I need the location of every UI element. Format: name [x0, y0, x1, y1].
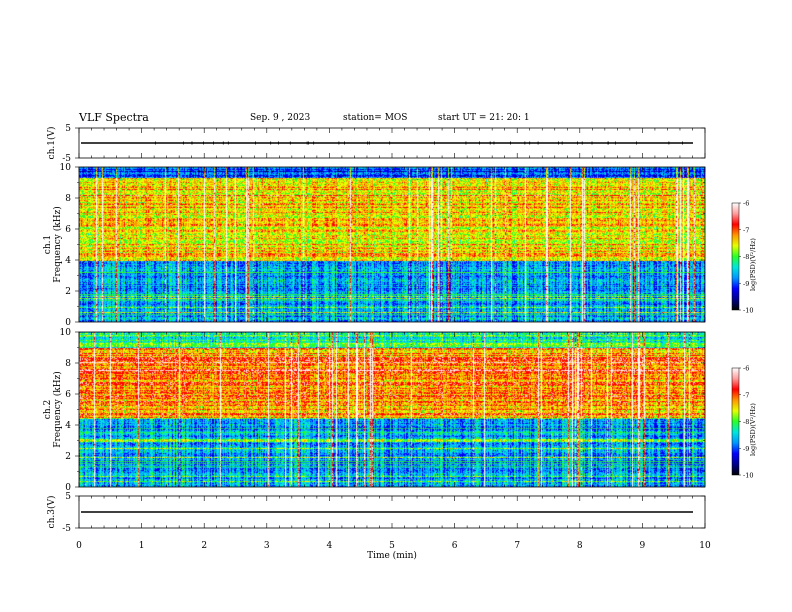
colorbar-tick-label: -10 [743, 307, 753, 315]
colorbar-tick-label: -9 [743, 445, 749, 453]
colorbar-tick-label: -7 [743, 226, 749, 234]
colorbar-tick-label: -8 [743, 418, 749, 426]
date-label: Sep. 9 , 2023 [250, 113, 311, 123]
spectrogram-ch1-spectrogram [79, 167, 705, 322]
chart-title: VLF Spectra [79, 111, 149, 124]
x-tick-label: 2 [201, 541, 207, 551]
y-axis-label-line: ch.3(V) [46, 496, 57, 529]
x-tick-label: 6 [452, 541, 458, 551]
y-axis-label-line: ch.2 [43, 400, 53, 419]
x-axis-label: Time (min) [367, 550, 417, 561]
y-tick-label: 8 [65, 194, 71, 204]
x-tick-label: 9 [640, 541, 646, 551]
y-tick-label: 10 [60, 163, 72, 173]
colorbar-tick-label: -10 [743, 472, 753, 480]
y-tick-label: 4 [65, 256, 71, 266]
x-tick-label: 0 [76, 541, 82, 551]
y-tick-label: 2 [65, 287, 71, 297]
x-tick-label: 8 [577, 541, 583, 551]
x-tick-label: 7 [514, 541, 520, 551]
y-tick-label: 6 [65, 225, 71, 235]
colorbar-label: log(PSD)(V²/Hz) [749, 238, 757, 291]
x-tick-label: 1 [139, 541, 145, 551]
spectrogram-ch2-spectrogram [79, 332, 705, 487]
y-axis-label-line: Frequency (kHz) [52, 371, 63, 448]
y-tick-label: -5 [62, 524, 71, 534]
colorbar-ch2-spectrogram [731, 367, 740, 476]
colorbar-ch1-spectrogram [731, 202, 740, 311]
colorbar-tick-label: -7 [743, 391, 749, 399]
y-axis-label-line: ch.1 [43, 235, 53, 254]
start-ut-label: start UT = 21: 20: 1 [438, 113, 530, 123]
colorbar-tick-label: -9 [743, 280, 749, 288]
colorbar-tick-label: -8 [743, 253, 749, 261]
y-axis-label: ch.2Frequency (kHz) [43, 371, 63, 448]
y-tick-label: 0 [65, 483, 71, 493]
x-tick-label: 10 [699, 541, 711, 551]
colorbars-layer: -6 -7 -8 -9 -10 log(PSD)(V²/Hz) -6 -7 -8 -9 -10 log… [731, 200, 757, 480]
y-tick-label: 8 [65, 359, 71, 369]
y-axis-label-line: Frequency (kHz) [52, 206, 63, 283]
y-tick-label: -5 [62, 154, 71, 164]
y-tick-label: 5 [65, 124, 71, 134]
y-axis-label-line: ch.1(V) [46, 127, 57, 160]
y-tick-label: 0 [65, 318, 71, 328]
y-tick-label: 6 [65, 390, 71, 400]
colorbar-label: log(PSD)(V²/Hz) [749, 403, 757, 456]
y-tick-label: 5 [65, 492, 71, 502]
y-axis-label: ch.1Frequency (kHz) [43, 206, 63, 283]
y-axis-label: ch.3(V) [46, 496, 57, 529]
axes-layer [75, 127, 706, 529]
x-tick-label: 3 [264, 541, 270, 551]
y-tick-label: 10 [60, 328, 72, 338]
colorbar-tick-label: -6 [743, 200, 749, 208]
y-axis-label: ch.1(V) [46, 127, 57, 160]
x-tick-label: 5 [389, 541, 395, 551]
station-label: station= MOS [343, 113, 408, 123]
y-tick-label: 2 [65, 452, 71, 462]
x-tick-label: 4 [327, 541, 333, 551]
panels-layer [79, 141, 705, 513]
colorbar-tick-label: -6 [743, 365, 749, 373]
y-tick-label: 4 [65, 421, 71, 431]
